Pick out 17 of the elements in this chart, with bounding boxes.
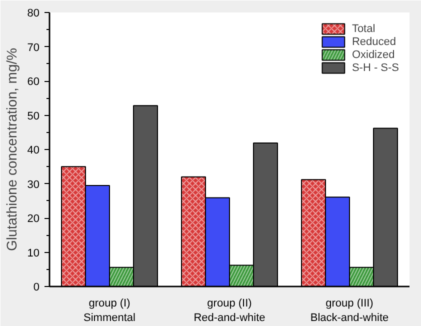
- x-tick-label: group (I) Simmental: [84, 298, 136, 324]
- y-tick-label: 20: [27, 213, 40, 225]
- legend-label: Total: [352, 22, 376, 35]
- y-tick-label: 80: [27, 8, 40, 20]
- x-tick-label: group (II) Red-and-white: [194, 298, 266, 324]
- legend-label: S-H - S-S: [352, 61, 399, 74]
- x-tick-label: group (III) Black-and-white: [310, 298, 389, 324]
- y-tick-label: 30: [27, 178, 40, 191]
- y-axis-title: Glutathione concentration, mg/%: [3, 48, 20, 252]
- y-tick-label: 40: [27, 144, 40, 156]
- y-tick-label: 10: [27, 247, 40, 260]
- y-tick-label: 60: [27, 76, 40, 88]
- y-tick-label: 50: [27, 110, 40, 122]
- y-tick-label: 70: [27, 42, 40, 54]
- y-tick-label: 0: [33, 282, 40, 294]
- legend-label: Oxidized: [352, 48, 395, 61]
- legend-label: Reduced: [352, 35, 396, 48]
